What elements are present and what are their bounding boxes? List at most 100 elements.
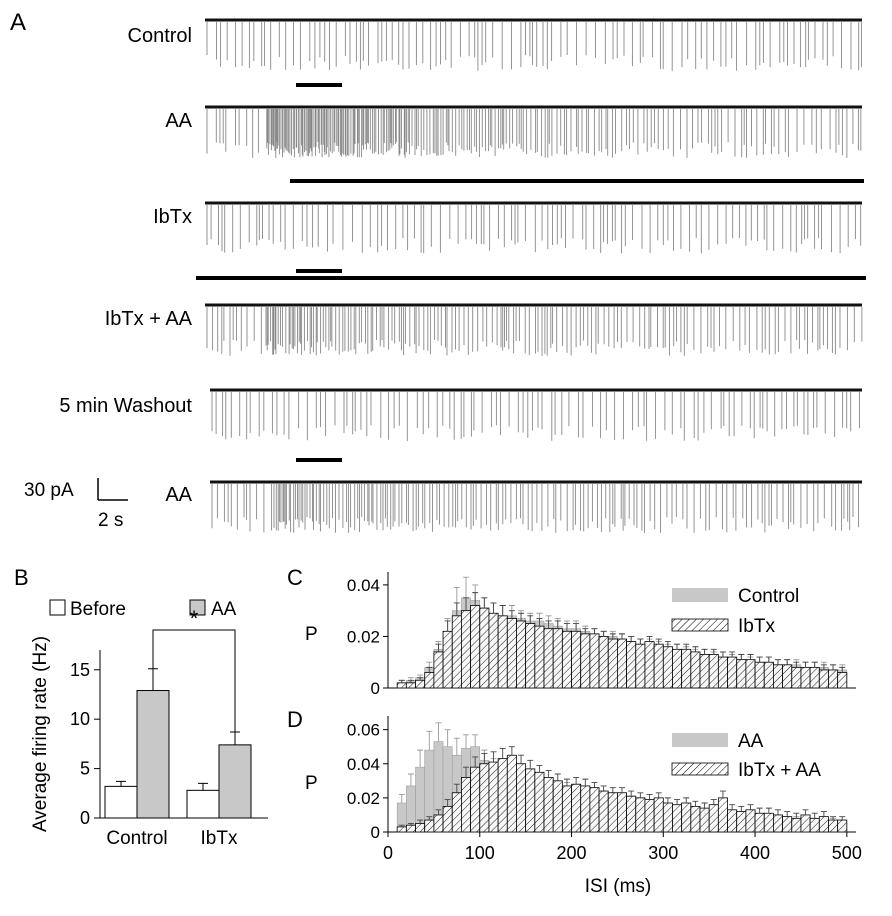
bar-hatched [571, 630, 582, 689]
bar-hatched [736, 811, 747, 833]
error-bar [619, 787, 625, 793]
bar-hatched [818, 669, 829, 689]
bar-hatched [782, 664, 793, 689]
panel-c-ylabel: P [305, 624, 318, 645]
error-bar [839, 666, 846, 673]
error-bar [775, 659, 781, 665]
trace-label: AA [165, 110, 192, 132]
error-bar [417, 749, 424, 768]
x-tick-label: 400 [740, 843, 770, 863]
bar-hatched [837, 819, 848, 833]
bar-hatched [598, 790, 609, 833]
trace-label: Control [128, 25, 192, 47]
bar-hatched [461, 610, 471, 689]
bar-hatched [433, 814, 444, 833]
bar-hatched [635, 643, 646, 689]
panel-b-legend: Before AA [49, 599, 237, 620]
bar-hatched [690, 651, 701, 689]
bar-hatched [442, 806, 453, 833]
legend-swatch-ibtx-aa [671, 762, 729, 776]
error-bar [536, 617, 543, 627]
y-tick-label: 0.02 [347, 789, 380, 808]
error-bar [692, 800, 699, 807]
trace-spikes [206, 109, 862, 158]
bar-hatched [809, 666, 820, 689]
bar-hatched [837, 672, 848, 689]
error-bar [407, 823, 414, 826]
bar-hatched [552, 780, 563, 833]
error-bar [591, 782, 598, 788]
error-bar [628, 790, 635, 797]
error-bar [591, 628, 598, 634]
bar-hatched [543, 777, 554, 833]
bar-hatched [479, 763, 490, 833]
error-bar [463, 766, 469, 778]
error-bar [692, 646, 699, 652]
panel-c: C P 0 0.02 0.04 Control IbTx [287, 565, 856, 698]
error-bar [417, 819, 424, 824]
x-tick-label: 500 [832, 843, 862, 863]
error-bar [802, 661, 809, 668]
error-bar [426, 666, 433, 673]
bar-hatched [525, 768, 536, 833]
legend-label-control: Control [738, 586, 799, 607]
error-bar [582, 628, 589, 634]
y-tick-label: 0.02 [347, 627, 380, 646]
error-bar [600, 785, 607, 792]
panel-d-chart: 0 0.02 0.04 0.06 0 100 200 300 400 500 [347, 716, 862, 863]
bar-hatched [662, 802, 673, 833]
error-bar [527, 759, 534, 769]
scale-bar-time-label: 2 s [98, 510, 123, 531]
trace-spikes [211, 392, 860, 441]
bar-hatched [405, 682, 416, 689]
error-bar [472, 756, 479, 768]
y-tick-label: 0 [80, 808, 90, 828]
legend-swatch-aa-d [672, 733, 728, 747]
error-bar [518, 612, 525, 621]
error-bar [646, 794, 653, 800]
bar-hatched [497, 758, 508, 833]
bar-hatched [699, 654, 710, 689]
error-bar [116, 780, 126, 787]
error-bar [664, 797, 671, 803]
panel-b: B Before AA Average firing rate (Hz) 0 5 1… [14, 565, 268, 849]
scale-bar: 30 pA 2 s [24, 478, 128, 531]
error-bar [674, 643, 681, 650]
panel-d-ylabel: P [305, 773, 318, 794]
error-bar [765, 656, 772, 663]
bar-hatched [708, 804, 719, 833]
error-bar [784, 659, 791, 665]
bar-hatched [479, 607, 490, 689]
error-bar [683, 797, 690, 803]
error-bar [417, 677, 424, 681]
error-bar [472, 734, 479, 747]
bar-aa [218, 744, 252, 819]
y-tick-label: 0.04 [347, 755, 380, 774]
error-bar [453, 783, 460, 793]
error-bar [536, 765, 543, 773]
error-bar [820, 664, 827, 670]
bar-hatched [773, 814, 783, 833]
error-bar [453, 602, 460, 616]
bar-hatched [617, 792, 627, 833]
error-bar [710, 799, 717, 805]
error-bar [463, 576, 469, 598]
error-bar [582, 778, 589, 786]
bar-hatched [470, 766, 481, 833]
error-bar [619, 633, 625, 640]
bar-hatched [506, 618, 517, 689]
legend-swatch-aa [189, 599, 206, 616]
error-bar [554, 620, 561, 629]
x-tick-label: Control [106, 828, 167, 849]
y-tick-label: 10 [70, 709, 90, 729]
bar-hatched [543, 628, 554, 689]
error-bar [646, 635, 653, 642]
bar-hatched [516, 763, 527, 833]
error-bar [811, 812, 818, 819]
bar-hatched [708, 654, 719, 689]
bar-hatched [607, 792, 618, 833]
error-bar [435, 809, 442, 815]
error-bar [435, 643, 442, 652]
